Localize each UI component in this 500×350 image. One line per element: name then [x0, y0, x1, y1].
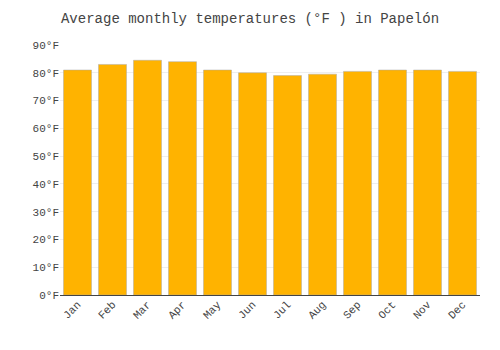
svg-text:0°F: 0°F	[39, 290, 59, 302]
svg-text:60°F: 60°F	[33, 123, 59, 135]
svg-text:90°F: 90°F	[33, 40, 59, 52]
svg-text:Apr: Apr	[166, 299, 188, 321]
svg-text:Nov: Nov	[411, 299, 434, 322]
svg-text:Jun: Jun	[236, 299, 258, 321]
svg-text:May: May	[201, 299, 224, 322]
svg-text:Average monthly temperatures (: Average monthly temperatures (°F ) in Pa…	[61, 11, 439, 27]
svg-text:30°F: 30°F	[33, 207, 59, 219]
svg-text:Aug: Aug	[306, 299, 328, 321]
svg-text:40°F: 40°F	[33, 179, 59, 191]
svg-text:20°F: 20°F	[33, 234, 59, 246]
svg-text:Dec: Dec	[446, 299, 468, 321]
svg-text:Jul: Jul	[271, 299, 293, 321]
svg-text:Mar: Mar	[131, 299, 153, 321]
svg-text:70°F: 70°F	[33, 95, 59, 107]
svg-text:Feb: Feb	[96, 299, 118, 321]
svg-text:Jan: Jan	[61, 299, 83, 321]
svg-text:80°F: 80°F	[33, 68, 59, 80]
svg-text:10°F: 10°F	[33, 262, 59, 274]
svg-text:Oct: Oct	[376, 299, 398, 321]
svg-text:50°F: 50°F	[33, 151, 59, 163]
svg-text:Sep: Sep	[341, 299, 363, 321]
